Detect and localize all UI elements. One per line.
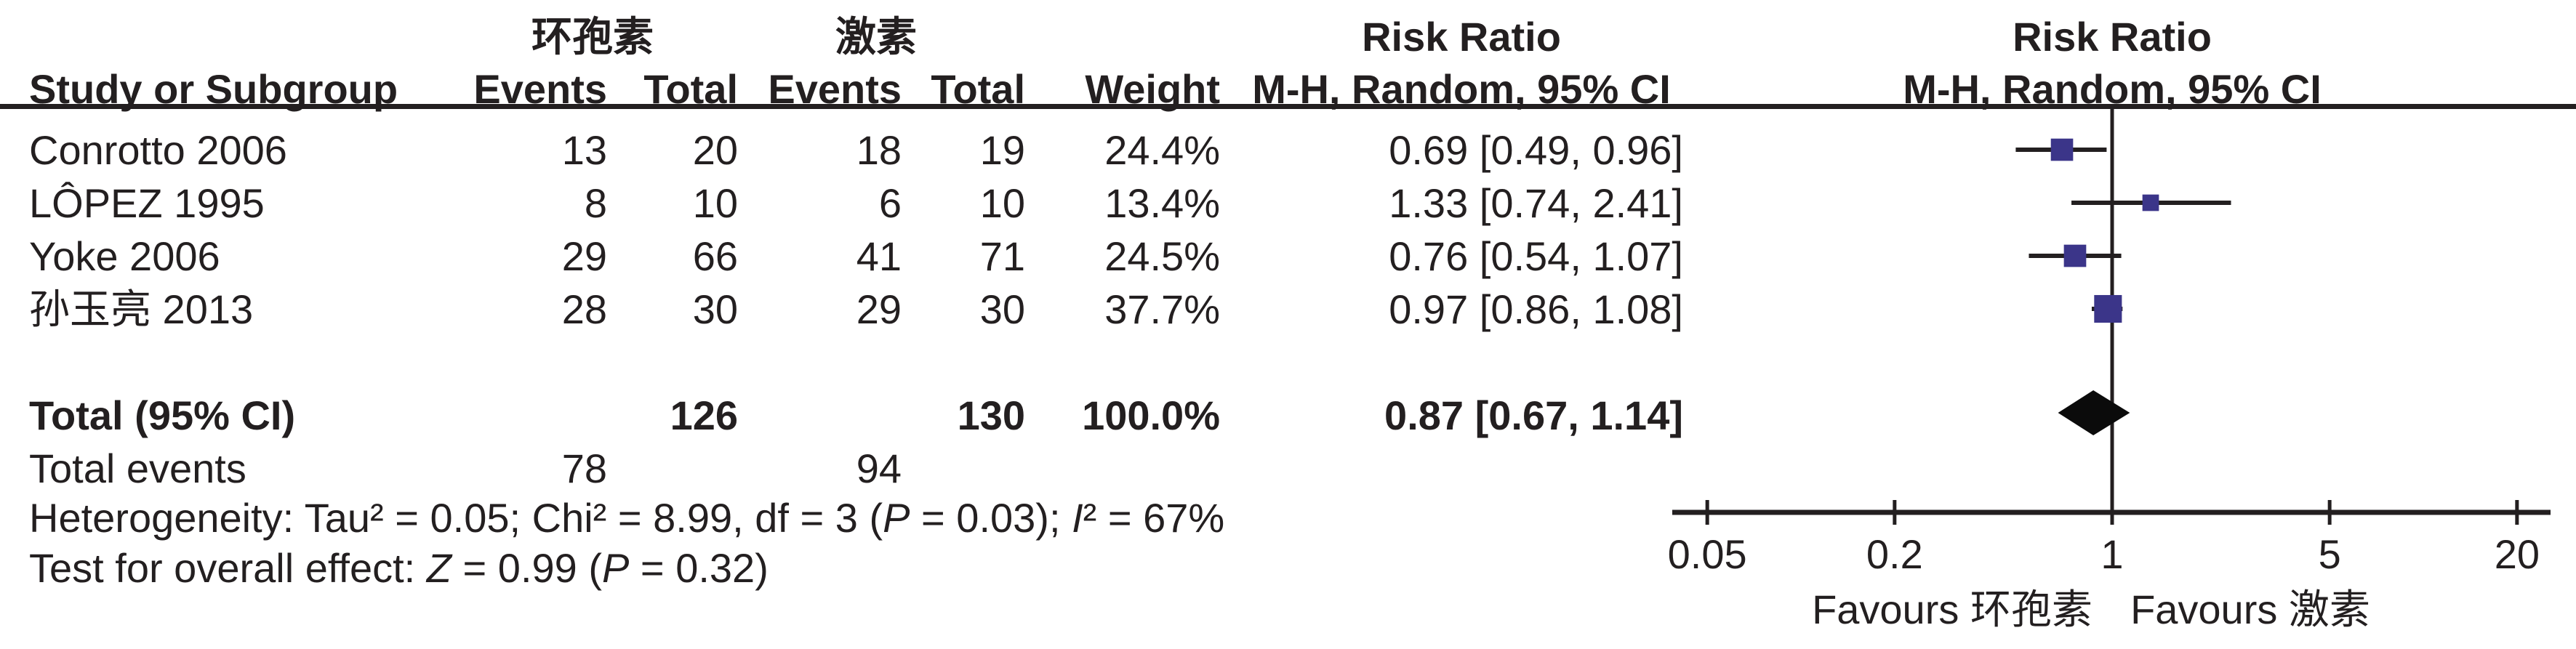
total2-sum: 130	[957, 392, 1025, 438]
total-events-2: 94	[856, 446, 902, 491]
weight-cell: 24.5%	[1104, 233, 1220, 279]
effect-square	[2063, 244, 2087, 267]
total1-cell: 10	[692, 180, 738, 226]
ci-cell: 0.97 [0.86, 1.08]	[1389, 286, 1683, 332]
events2-cell: 41	[856, 233, 902, 279]
total2-cell: 10	[979, 180, 1025, 226]
ci-cell: 1.33 [0.74, 2.41]	[1389, 180, 1683, 226]
weight-cell: 13.4%	[1104, 180, 1220, 226]
total1-cell: 30	[692, 286, 738, 332]
total-label: Total (95% CI)	[29, 392, 296, 438]
events1-cell: 13	[561, 127, 607, 173]
weight-cell: 37.7%	[1104, 286, 1220, 332]
effect-header-right: Risk Ratio	[2013, 14, 2212, 60]
effect-square	[2142, 194, 2159, 211]
axis-tick-label: 0.05	[1668, 531, 1747, 577]
total-events-label: Total events	[29, 446, 246, 491]
weight-cell: 24.4%	[1104, 127, 1220, 173]
heterogeneity-stats: Heterogeneity: Tau² = 0.05; Chi² = 8.99,…	[29, 495, 1225, 541]
total1-cell: 66	[692, 233, 738, 279]
total-ci: 0.87 [0.67, 1.14]	[1384, 392, 1683, 438]
study-name: Conrotto 2006	[29, 127, 287, 173]
total2-cell: 19	[979, 127, 1025, 173]
axis-tick-label: 1	[2100, 531, 2123, 577]
study-name: LÔPEZ 1995	[29, 180, 265, 226]
study-name: 孙玉亮 2013	[29, 286, 254, 332]
study-name: Yoke 2006	[29, 233, 220, 279]
total2-cell: 71	[979, 233, 1025, 279]
axis-tick-label: 5	[2319, 531, 2341, 577]
total1-sum: 126	[670, 392, 738, 438]
total2-cell: 30	[979, 286, 1025, 332]
weight-sum: 100.0%	[1082, 392, 1220, 438]
group2-header: 激素	[835, 14, 917, 60]
total1-cell: 20	[692, 127, 738, 173]
events1-cell: 29	[561, 233, 607, 279]
header-rule	[0, 104, 2576, 109]
events2-cell: 29	[856, 286, 902, 332]
favours-right-label: Favours 激素	[2130, 586, 2370, 632]
ci-cell: 0.69 [0.49, 0.96]	[1389, 127, 1683, 173]
events1-cell: 28	[561, 286, 607, 332]
axis-tick-label: 20	[2495, 531, 2540, 577]
events2-cell: 6	[878, 180, 902, 226]
events2-cell: 18	[856, 127, 902, 173]
effect-square	[2050, 138, 2074, 161]
axis-tick-label: 0.2	[1866, 531, 1923, 577]
pooled-diamond	[2058, 390, 2130, 435]
group1-header: 环孢素	[531, 14, 654, 60]
effect-square	[2094, 294, 2122, 323]
ci-cell: 0.76 [0.54, 1.07]	[1389, 233, 1683, 279]
events1-cell: 8	[584, 180, 607, 226]
effect-header-left: Risk Ratio	[1362, 14, 1561, 60]
overall-effect-test: Test for overall effect: Z = 0.99 (P = 0…	[29, 545, 769, 591]
total-events-1: 78	[561, 446, 607, 491]
favours-left-label: Favours 环孢素	[1812, 586, 2093, 632]
